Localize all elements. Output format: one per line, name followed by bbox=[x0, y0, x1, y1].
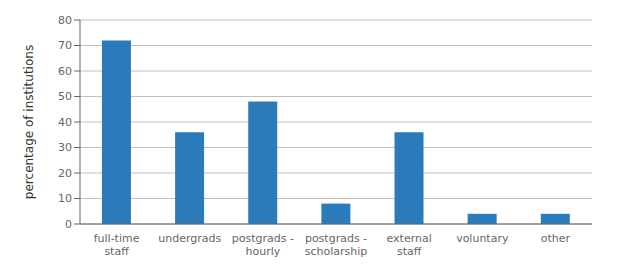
svg-text:postgrads -scholarship: postgrads -scholarship bbox=[305, 232, 368, 258]
svg-text:percentage of institutions: percentage of institutions bbox=[22, 45, 36, 199]
svg-text:80: 80 bbox=[58, 14, 72, 27]
svg-text:70: 70 bbox=[58, 39, 72, 52]
svg-text:10: 10 bbox=[58, 192, 72, 205]
svg-text:0: 0 bbox=[65, 218, 72, 231]
svg-text:30: 30 bbox=[58, 141, 72, 154]
svg-text:50: 50 bbox=[58, 90, 72, 103]
svg-text:other: other bbox=[541, 232, 571, 245]
svg-text:voluntary: voluntary bbox=[456, 232, 509, 245]
svg-text:undergrads: undergrads bbox=[158, 232, 221, 245]
svg-text:full-timestaff: full-timestaff bbox=[94, 232, 140, 258]
svg-text:20: 20 bbox=[58, 167, 72, 180]
svg-text:externalstaff: externalstaff bbox=[387, 232, 432, 258]
svg-text:60: 60 bbox=[58, 65, 72, 78]
svg-text:postgrads -hourly: postgrads -hourly bbox=[232, 232, 294, 258]
svg-text:40: 40 bbox=[58, 116, 72, 129]
